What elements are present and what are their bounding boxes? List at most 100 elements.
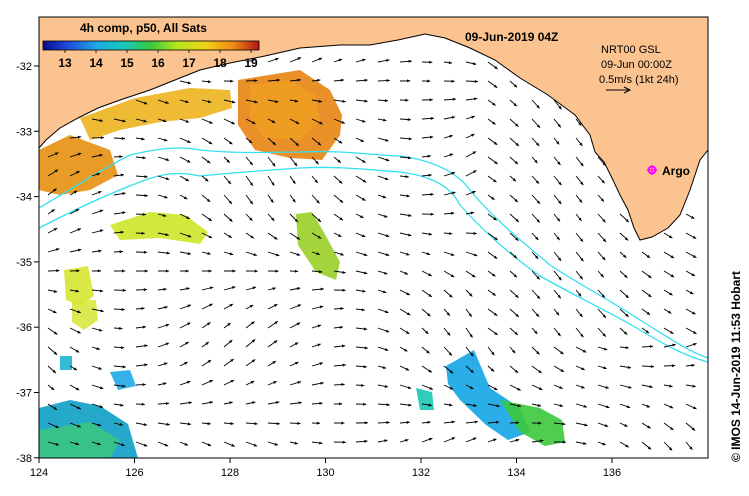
current-vector	[443, 153, 454, 158]
current-vector	[179, 213, 190, 220]
current-vector	[69, 403, 81, 410]
current-vector	[443, 231, 453, 236]
current-vector	[113, 173, 125, 177]
current-vector	[267, 320, 279, 329]
current-vector	[333, 213, 344, 221]
current-vector	[223, 269, 236, 273]
current-vector	[201, 118, 213, 124]
current-vector	[531, 156, 538, 164]
current-vector	[223, 99, 236, 104]
current-vector	[575, 118, 582, 126]
current-vector	[465, 133, 475, 139]
current-vector	[531, 251, 539, 260]
current-vector	[289, 322, 301, 329]
current-vector	[157, 213, 167, 217]
current-vector	[135, 402, 145, 406]
current-vector	[399, 289, 411, 296]
current-vector	[421, 79, 431, 83]
current-vector	[421, 116, 434, 120]
current-vector	[135, 422, 148, 427]
current-vector	[531, 289, 541, 300]
current-vector	[421, 365, 433, 373]
current-vector	[553, 346, 564, 355]
current-vector	[135, 344, 148, 348]
current-vector	[377, 421, 390, 425]
current-vector	[223, 156, 231, 164]
current-vector	[179, 99, 189, 104]
current-vector	[641, 327, 650, 334]
current-vector	[157, 156, 170, 161]
current-vector	[575, 194, 583, 203]
current-vector	[179, 401, 192, 405]
current-vector	[443, 308, 451, 316]
current-vector	[641, 364, 655, 369]
current-vector	[443, 289, 453, 298]
current-vector	[47, 152, 59, 158]
current-vector	[487, 118, 496, 125]
current-vector	[465, 251, 478, 257]
current-vector	[509, 270, 518, 278]
current-vector	[619, 441, 630, 448]
current-vector	[289, 118, 300, 125]
current-vector	[619, 213, 630, 223]
current-vector	[531, 439, 544, 443]
current-vector	[421, 270, 432, 277]
colorbar-tick-label: 14	[89, 56, 103, 70]
current-vector	[311, 251, 320, 256]
current-vector	[47, 289, 58, 293]
current-vector	[443, 346, 453, 356]
current-vector	[223, 79, 234, 83]
current-vector	[245, 213, 253, 222]
current-vector	[443, 97, 456, 101]
sst-patch	[60, 356, 72, 370]
current-vector	[531, 403, 542, 407]
argo-float-marker[interactable]	[647, 165, 657, 175]
current-vector	[377, 365, 387, 369]
current-vector	[47, 269, 60, 273]
current-vector	[421, 212, 434, 216]
current-vector	[685, 384, 696, 388]
current-vector	[245, 380, 255, 386]
current-vector	[421, 420, 431, 424]
current-vector	[179, 118, 190, 123]
current-vector	[47, 169, 59, 177]
current-vector	[289, 441, 298, 445]
current-vector	[333, 118, 345, 124]
current-vector	[179, 175, 190, 182]
current-vector	[179, 251, 192, 255]
current-vector	[267, 156, 276, 167]
current-vector	[157, 194, 168, 199]
current-vector	[421, 98, 433, 102]
current-vector	[245, 99, 258, 104]
current-vector	[223, 194, 233, 205]
current-vector	[267, 303, 278, 310]
current-vector	[509, 384, 521, 391]
current-vector	[69, 269, 80, 273]
current-vector	[47, 188, 57, 196]
current-vector	[201, 137, 213, 145]
current-vector	[421, 346, 430, 354]
credit-text: © IMOS 14-Jun-2019 11:53 Hobart	[729, 271, 743, 462]
current-vector	[135, 307, 145, 311]
current-vector	[333, 363, 346, 367]
current-vector	[245, 321, 255, 329]
current-vector	[69, 248, 82, 253]
current-vector	[531, 327, 538, 335]
current-vector	[487, 346, 495, 356]
current-vector	[641, 270, 652, 279]
current-vector	[443, 403, 453, 407]
current-vector	[245, 286, 257, 291]
x-tick-label: 136	[603, 467, 621, 479]
current-vector	[377, 346, 389, 351]
current-vector	[553, 232, 561, 241]
current-vector	[333, 58, 343, 63]
current-vector	[597, 213, 606, 223]
current-vector	[443, 437, 456, 443]
current-vector	[333, 232, 342, 238]
current-vector	[113, 136, 126, 140]
current-vector	[619, 251, 627, 259]
current-vector	[597, 422, 609, 427]
current-vector	[201, 269, 212, 273]
current-vector	[597, 308, 607, 319]
current-vector	[267, 269, 279, 273]
